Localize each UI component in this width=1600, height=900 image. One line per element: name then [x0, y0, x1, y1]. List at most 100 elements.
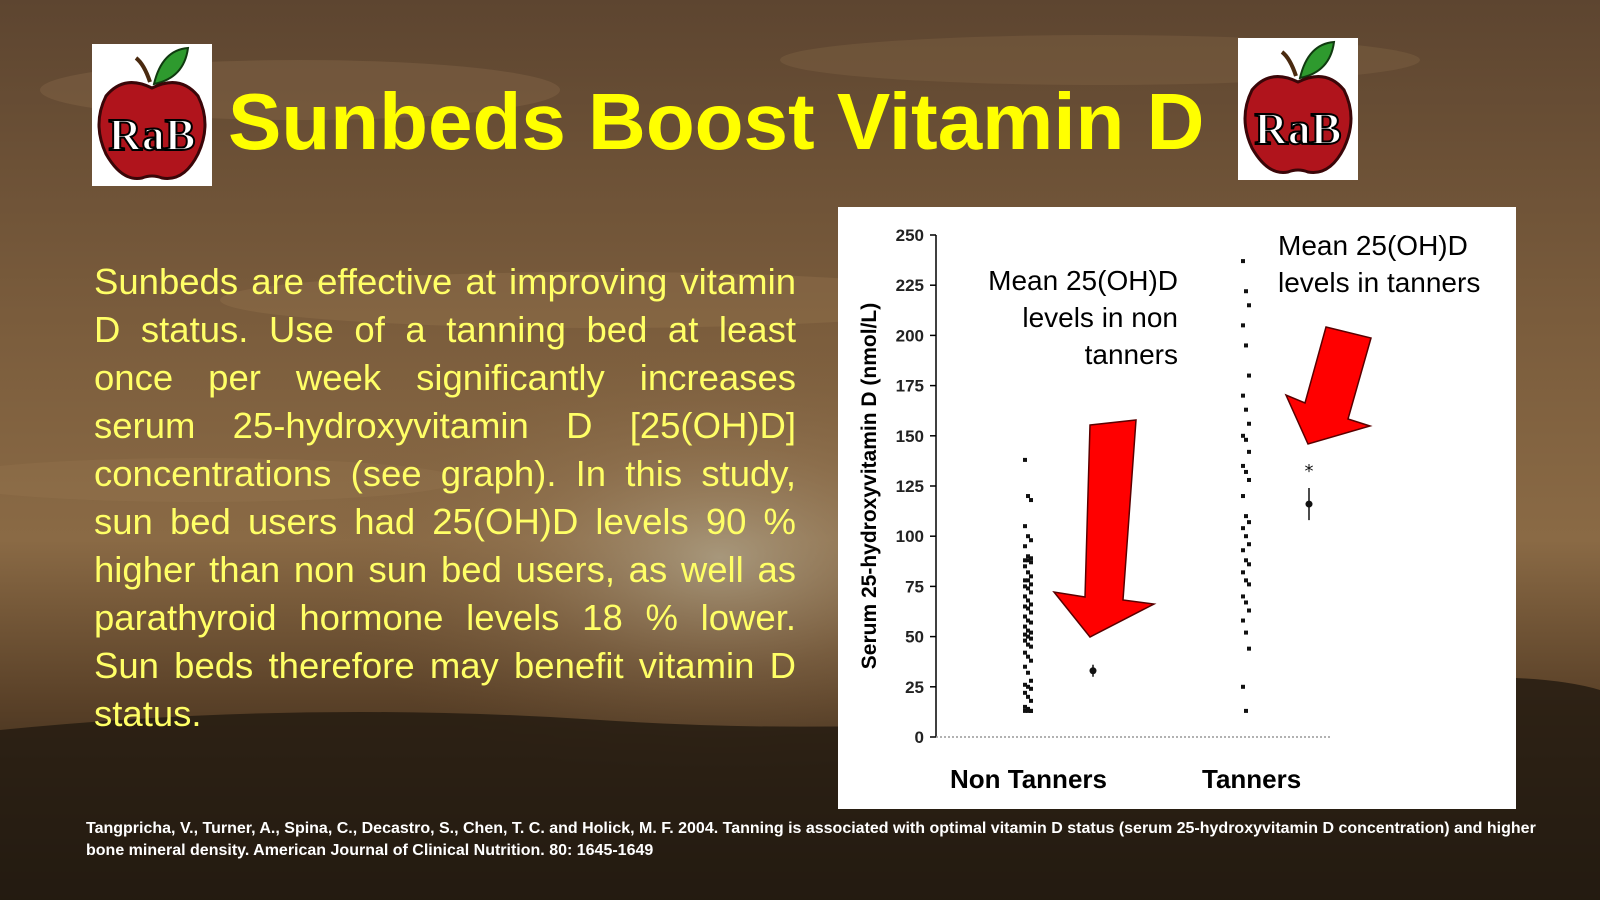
annotation-tanners: Mean 25(OH)D levels in tanners — [1278, 230, 1481, 298]
mean-marker — [1089, 667, 1097, 675]
data-point — [1244, 630, 1248, 635]
data-point — [1023, 632, 1027, 637]
data-point — [1026, 578, 1030, 583]
body-paragraph: Sunbeds are effective at improving vitam… — [94, 261, 796, 734]
data-point — [1241, 433, 1245, 438]
data-point — [1029, 590, 1033, 595]
y-tick-label: 75 — [905, 577, 924, 596]
citation: Tangpricha, V., Turner, A., Spina, C., D… — [86, 820, 1536, 859]
data-point — [1026, 634, 1030, 639]
data-point — [1026, 684, 1030, 689]
svg-text:RaB: RaB — [109, 109, 196, 160]
data-point — [1244, 708, 1248, 713]
y-tick-label: 50 — [905, 628, 924, 647]
data-point — [1029, 610, 1033, 615]
data-point — [1244, 600, 1248, 605]
scatter-chart: 0 25 50 75 100 125 150 175 200 225 250 Serum 25-hyd… — [858, 226, 1373, 747]
data-point — [1026, 654, 1030, 659]
data-point — [1026, 570, 1030, 575]
data-point — [1029, 636, 1033, 641]
svg-text:RaB: RaB — [1255, 103, 1342, 154]
y-tick-label: 200 — [896, 326, 924, 345]
data-point — [1026, 708, 1030, 713]
data-point — [1247, 582, 1251, 587]
data-point — [1026, 558, 1030, 563]
chart-arrows — [1052, 326, 1373, 638]
data-point — [1244, 407, 1248, 412]
data-point — [1023, 524, 1027, 529]
chart-axes: 0 25 50 75 100 125 150 175 200 225 250 Serum 25-hyd… — [858, 226, 1330, 747]
data-point — [1029, 698, 1033, 703]
mean-marker — [1305, 500, 1313, 508]
data-point — [1241, 323, 1245, 328]
data-point — [1241, 494, 1245, 499]
data-point — [1026, 642, 1030, 647]
data-point — [1241, 463, 1245, 468]
data-point — [1244, 469, 1248, 474]
data-point — [1029, 582, 1033, 587]
y-tick-label: 125 — [896, 477, 924, 496]
data-point — [1241, 684, 1245, 689]
data-point — [1023, 638, 1027, 643]
data-point — [1241, 259, 1245, 264]
data-point — [1023, 624, 1027, 629]
chart-points: * — [1023, 259, 1314, 713]
data-point — [1241, 594, 1245, 599]
data-point — [1023, 708, 1027, 713]
data-point — [1023, 457, 1027, 462]
data-point — [1244, 534, 1248, 539]
data-point — [1023, 558, 1027, 563]
data-point — [1029, 602, 1033, 607]
data-point — [1247, 646, 1251, 651]
data-point — [1247, 608, 1251, 613]
data-point — [1241, 548, 1245, 553]
data-point — [1026, 598, 1030, 603]
data-point — [1023, 682, 1027, 687]
data-point — [1241, 393, 1245, 398]
data-point — [1244, 343, 1248, 348]
apple-logo-icon: RaB — [97, 46, 207, 180]
page-title: Sunbeds Boost Vitamin D — [228, 77, 1205, 166]
data-point — [1029, 678, 1033, 683]
logo-left: RaB — [92, 44, 212, 186]
data-point — [1029, 556, 1033, 561]
data-point — [1026, 606, 1030, 611]
data-point — [1026, 554, 1030, 559]
data-point — [1023, 584, 1027, 589]
logo-right: RaB — [1238, 38, 1358, 180]
data-point — [1026, 628, 1030, 633]
data-point — [1247, 421, 1251, 426]
data-point — [1029, 574, 1033, 579]
data-point — [1247, 477, 1251, 482]
data-point — [1026, 586, 1030, 591]
chart-panel: 0 25 50 75 100 125 150 175 200 225 250 Serum 25-hyd… — [838, 207, 1516, 809]
data-point — [1029, 658, 1033, 663]
data-point — [1023, 664, 1027, 669]
arrow-non-tanners-icon — [1052, 419, 1157, 638]
data-point — [1029, 498, 1033, 503]
y-tick-label: 100 — [896, 527, 924, 546]
data-point — [1241, 618, 1245, 623]
y-tick-label: 225 — [896, 276, 924, 295]
data-point — [1026, 534, 1030, 539]
data-point — [1241, 570, 1245, 575]
data-point — [1026, 670, 1030, 675]
category-label-non-tanners: Non Tanners — [950, 764, 1107, 794]
data-point — [1023, 704, 1027, 709]
data-point — [1029, 686, 1033, 691]
y-axis-label: Serum 25-hydroxyvitamin D (nmol/L) — [858, 303, 881, 669]
data-point — [1244, 578, 1248, 583]
data-point — [1029, 644, 1033, 649]
data-point — [1026, 618, 1030, 623]
y-tick-label: 250 — [896, 226, 924, 245]
y-tick-label: 150 — [896, 427, 924, 446]
data-point — [1023, 614, 1027, 619]
data-point — [1023, 690, 1027, 695]
data-point — [1023, 564, 1027, 569]
data-point — [1023, 544, 1027, 549]
data-point — [1029, 630, 1033, 635]
data-point — [1247, 520, 1251, 525]
data-point — [1247, 303, 1251, 308]
data-point — [1247, 542, 1251, 547]
data-point — [1026, 694, 1030, 699]
